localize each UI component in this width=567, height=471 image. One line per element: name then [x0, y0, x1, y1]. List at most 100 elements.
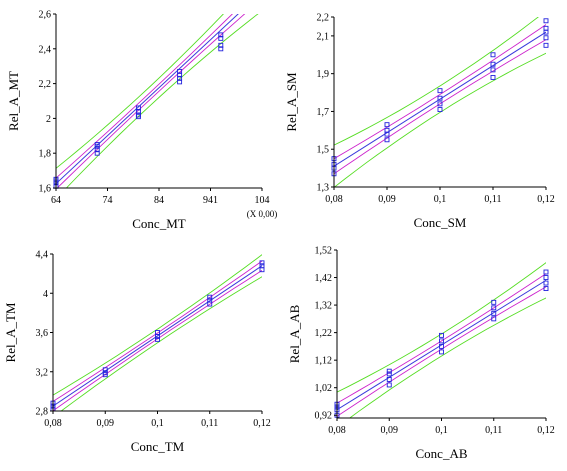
- y-tick-label: 1,02: [315, 383, 333, 394]
- x-tick-label: 0,1: [435, 425, 448, 436]
- data-point: [177, 79, 183, 85]
- y-tick-label: 4: [43, 289, 48, 300]
- y-tick-label: 2,8: [36, 407, 49, 418]
- y-tick-label: 1,52: [315, 246, 333, 257]
- data-point: [259, 260, 265, 266]
- x-tick-label: 104: [255, 195, 270, 206]
- data-point: [384, 122, 390, 128]
- y-tick-label: 1,32: [315, 301, 333, 312]
- data-point: [135, 108, 141, 114]
- data-point: [218, 42, 224, 48]
- x-tick-label: 0,08: [325, 194, 343, 205]
- data-point: [207, 297, 213, 303]
- x-axis-label: Conc_MT: [132, 216, 186, 231]
- prediction-lower-line: [334, 52, 546, 187]
- x-axis-label: Conc_AB: [416, 446, 468, 461]
- x-tick-label: 941: [203, 195, 218, 206]
- data-point: [439, 338, 444, 344]
- y-tick-label: 1,9: [317, 69, 330, 80]
- y-tick-label: 1,3: [317, 183, 330, 194]
- y-tick-label: 1,7: [317, 107, 330, 118]
- data-point: [439, 332, 444, 338]
- y-tick-label: 1,8: [39, 149, 52, 160]
- confidence-lower-line: [56, 14, 246, 188]
- data-point: [543, 25, 549, 31]
- regression-line: [337, 279, 546, 411]
- prediction-lower-line: [348, 297, 546, 418]
- data-point: [259, 263, 265, 269]
- y-axis-label: Rel_A_AB: [287, 304, 302, 363]
- data-point: [218, 32, 224, 38]
- data-point: [543, 35, 549, 41]
- x-tick-label: 0,08: [328, 425, 346, 436]
- y-axis-label: Rel_A_SM: [284, 72, 299, 132]
- x-tick-label: 84: [154, 195, 164, 206]
- y-tick-label: 2,2: [39, 79, 52, 90]
- x-tick-label: 0,1: [434, 194, 447, 205]
- x-tick-label: 0,09: [378, 194, 396, 205]
- prediction-upper-line: [53, 254, 262, 396]
- prediction-upper-line: [337, 262, 546, 393]
- data-point: [386, 371, 392, 377]
- x-tick-label: 0,12: [537, 194, 555, 205]
- confidence-upper-line: [56, 14, 233, 179]
- x-tick-label: 0,11: [201, 418, 218, 429]
- data-point: [439, 343, 444, 349]
- y-tick-label: 1,12: [315, 356, 333, 367]
- data-point: [490, 74, 496, 80]
- data-point: [155, 330, 160, 335]
- data-point: [439, 349, 444, 355]
- data-point: [155, 336, 160, 342]
- x-axis-label: Conc_SM: [414, 215, 467, 230]
- data-point: [386, 368, 392, 374]
- data-point: [386, 376, 392, 382]
- y-tick-label: 4,4: [36, 250, 49, 261]
- data-point: [102, 370, 108, 376]
- data-point: [543, 275, 549, 280]
- x-tick-label: 0,12: [253, 418, 271, 429]
- y-axis-label: Rel_A_MT: [6, 71, 21, 131]
- confidence-upper-line: [53, 260, 262, 402]
- x-scale-note: (X 0,00): [247, 209, 278, 219]
- y-axis-label: Rel_A_TM: [3, 302, 18, 362]
- chart-panel-4: 0,08 0,09 0,1 0,11 0,12 0,92 1,02 1,12 1,22 1,32 1…: [287, 246, 555, 462]
- data-point: [543, 286, 549, 292]
- data-point: [384, 137, 390, 143]
- data-point: [437, 101, 443, 107]
- x-tick-label: 74: [103, 195, 113, 206]
- data-point: [135, 105, 141, 111]
- data-point: [218, 35, 224, 41]
- y-tick-label: 2,2: [317, 13, 330, 24]
- data-point: [437, 95, 443, 101]
- data-point: [177, 68, 183, 74]
- x-tick-label: 0,09: [381, 425, 399, 436]
- data-point: [207, 294, 213, 300]
- chart-panel-2: 0,08 0,09 0,1 0,11 0,12 1,3 1,5 1,7 1,9 2,1 2,2 Con…: [284, 13, 555, 231]
- plot-area: [337, 262, 546, 418]
- prediction-upper-line: [334, 17, 539, 146]
- data-point: [490, 61, 496, 67]
- y-tick-label: 1,5: [317, 145, 330, 156]
- y-tick-label: 1,22: [315, 328, 333, 339]
- y-tick-label: 0,92: [315, 411, 333, 422]
- data-point: [177, 72, 183, 78]
- y-tick-label: 2,1: [317, 31, 330, 42]
- data-point: [491, 316, 497, 322]
- prediction-lower-line: [65, 14, 259, 188]
- data-point: [94, 150, 100, 156]
- data-point: [218, 46, 224, 52]
- data-point: [491, 310, 497, 316]
- prediction-lower-line: [60, 276, 262, 411]
- data-point: [543, 42, 549, 48]
- data-point: [386, 382, 392, 388]
- y-tick-label: 3,6: [36, 328, 49, 339]
- data-point: [490, 67, 496, 73]
- plot-area: [56, 14, 259, 188]
- data-point: [384, 127, 390, 133]
- data-point: [437, 88, 443, 94]
- data-point: [543, 280, 549, 286]
- x-axis-label: Conc_TM: [131, 439, 185, 454]
- data-point: [94, 142, 100, 147]
- data-point: [177, 75, 183, 81]
- data-point: [437, 107, 443, 113]
